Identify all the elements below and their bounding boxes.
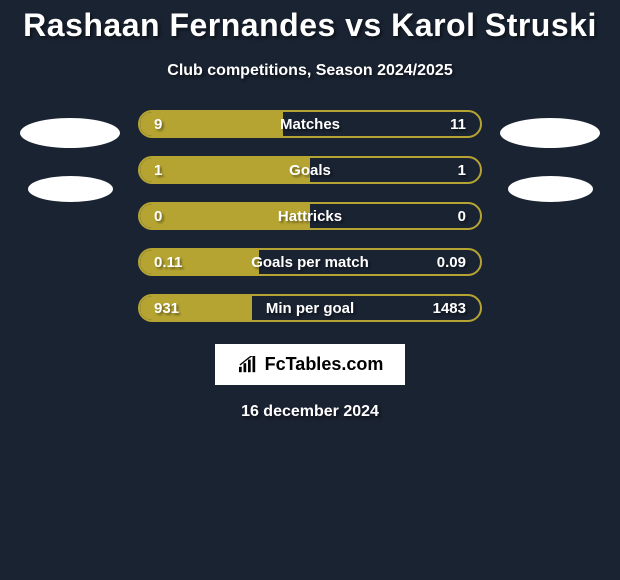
player-right-col bbox=[500, 110, 600, 202]
brand-box[interactable]: FcTables.com bbox=[215, 344, 406, 385]
stat-bar: 0.11 Goals per match 0.09 bbox=[138, 248, 482, 276]
bar-fill-left bbox=[140, 158, 310, 182]
brand-chart-icon bbox=[237, 356, 259, 374]
footer: FcTables.com 16 december 2024 bbox=[0, 344, 620, 421]
stat-label: Goals per match bbox=[251, 254, 369, 271]
stat-value-right: 1483 bbox=[433, 300, 466, 317]
stat-value-left: 0.11 bbox=[154, 254, 182, 271]
stat-bar: 9 Matches 11 bbox=[138, 110, 482, 138]
stat-bar: 931 Min per goal 1483 bbox=[138, 294, 482, 322]
stat-value-left: 1 bbox=[154, 162, 162, 179]
date-text: 16 december 2024 bbox=[241, 403, 379, 421]
stat-value-right: 0.09 bbox=[437, 254, 466, 271]
stat-bar: 0 Hattricks 0 bbox=[138, 202, 482, 230]
player-left-badge-1 bbox=[20, 118, 120, 148]
chart-title: Rashaan Fernandes vs Karol Struski bbox=[0, 7, 620, 44]
stat-label: Matches bbox=[280, 116, 340, 133]
player-left-col bbox=[20, 110, 120, 202]
stats-column: 9Matches111Goals10Hattricks00.11Goals pe… bbox=[138, 110, 482, 322]
brand-text: FcTables.com bbox=[265, 354, 384, 375]
content-row: 9Matches111Goals10Hattricks00.11Goals pe… bbox=[0, 110, 620, 322]
player-right-badge-2 bbox=[508, 176, 593, 202]
stat-value-right: 0 bbox=[458, 208, 466, 225]
player-left-badge-2 bbox=[28, 176, 113, 202]
stat-label: Hattricks bbox=[278, 208, 342, 225]
stat-value-right: 1 bbox=[458, 162, 466, 179]
comparison-chart: Rashaan Fernandes vs Karol Struski Club … bbox=[0, 0, 620, 426]
stat-label: Min per goal bbox=[266, 300, 354, 317]
stat-label: Goals bbox=[289, 162, 331, 179]
chart-subtitle: Club competitions, Season 2024/2025 bbox=[0, 62, 620, 80]
stat-value-right: 11 bbox=[450, 116, 466, 133]
player-right-badge-1 bbox=[500, 118, 600, 148]
stat-value-left: 931 bbox=[154, 300, 179, 317]
stat-value-left: 0 bbox=[154, 208, 162, 225]
stat-value-left: 9 bbox=[154, 116, 162, 133]
stat-bar: 1 Goals 1 bbox=[138, 156, 482, 184]
